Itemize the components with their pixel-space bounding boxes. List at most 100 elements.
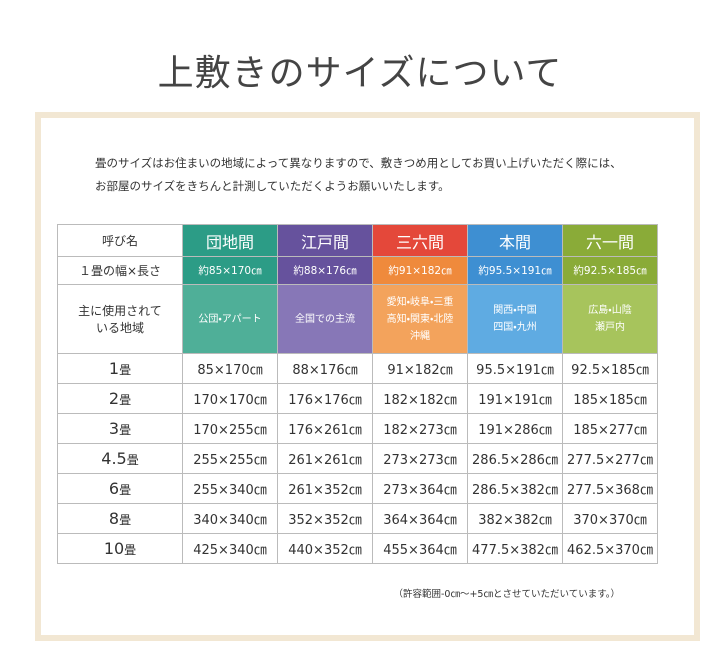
row-label: 主に使用されて いる地域 xyxy=(57,284,183,354)
tatami-unit: 畳 xyxy=(119,363,132,377)
size-cell: 約92.5×185㎝ xyxy=(562,256,658,285)
region-cell: 関西・中国四国・九州 xyxy=(467,284,563,354)
tatami-count: 4.5畳 xyxy=(57,443,183,474)
size-data-row: 1畳 85×170㎝ 88×176㎝ 91×182㎝ 95.5×191㎝ 92.5×185… xyxy=(57,353,658,384)
region-cell: 広島・山陰 瀬戸内 xyxy=(562,284,658,354)
dimension-cell: 477.5×382㎝ xyxy=(467,533,563,564)
intro-line: 畳のサイズはお住まいの地域によって異なりますので、敷きつめ用としてお買い上げいた… xyxy=(95,156,622,170)
dimension-cell: 191×191㎝ xyxy=(467,383,563,414)
tatami-unit: 畳 xyxy=(119,423,132,437)
size-data-row: 4.5畳 255×255㎝ 261×261㎝ 273×273㎝ 286.5×286㎝ 27… xyxy=(57,443,658,474)
size-table: 呼び名 団地間 江戸間 三六間 本間 六一間 １畳の幅×長さ 約85×170㎝ 約88×176㎝… xyxy=(57,224,658,564)
column-header: 江戸間 xyxy=(277,224,373,257)
row-label: 呼び名 xyxy=(57,224,183,257)
dimension-cell: 176×261㎝ xyxy=(277,413,373,444)
region-line: 沖縄 xyxy=(410,330,430,342)
tatami-count: 3畳 xyxy=(57,413,183,444)
dimension-cell: 340×340㎝ xyxy=(182,503,278,534)
column-header: 六一間 xyxy=(562,224,658,257)
tatami-unit: 畳 xyxy=(124,543,137,557)
column-header: 本間 xyxy=(467,224,563,257)
dimension-cell: 185×277㎝ xyxy=(562,413,658,444)
dimension-cell: 352×352㎝ xyxy=(277,503,373,534)
dimension-cell: 95.5×191㎝ xyxy=(467,353,563,384)
tatami-number: 10 xyxy=(103,539,125,558)
dimension-cell: 170×255㎝ xyxy=(182,413,278,444)
footnote: （許容範囲-0㎝～+5㎝とさせていただいています。） xyxy=(393,589,621,600)
size-data-row: 8畳 340×340㎝ 352×352㎝ 364×364㎝ 382×382㎝ 370×37… xyxy=(57,503,658,534)
dimension-cell: 455×364㎝ xyxy=(372,533,468,564)
size-data-row: 3畳 170×255㎝ 176×261㎝ 182×273㎝ 191×286㎝ 185×27… xyxy=(57,413,658,444)
dimension-cell: 277.5×368㎝ xyxy=(562,473,658,504)
size-data-row: 6畳 255×340㎝ 261×352㎝ 273×364㎝ 286.5×382㎝ 277.… xyxy=(57,473,658,504)
region-line: 全国での主流 xyxy=(295,313,355,325)
size-cell: 約91×182㎝ xyxy=(372,256,468,285)
page-title: 上敷きのサイズについて xyxy=(157,53,563,94)
dimension-cell: 277.5×277㎝ xyxy=(562,443,658,474)
tatami-number: 4.5 xyxy=(101,449,127,468)
dimension-cell: 170×170㎝ xyxy=(182,383,278,414)
dimension-cell: 182×273㎝ xyxy=(372,413,468,444)
tatami-count: 10畳 xyxy=(57,533,183,564)
tatami-unit: 畳 xyxy=(119,393,132,407)
table-body: 呼び名 団地間 江戸間 三六間 本間 六一間 １畳の幅×長さ 約85×170㎝ 約88×176㎝… xyxy=(57,224,658,564)
size-row: １畳の幅×長さ 約85×170㎝ 約88×176㎝ 約91×182㎝ 約95.5×191… xyxy=(57,256,658,285)
tatami-number: 6 xyxy=(108,479,120,498)
tatami-count: 2畳 xyxy=(57,383,183,414)
tatami-count: 1畳 xyxy=(57,353,183,384)
dimension-cell: 85×170㎝ xyxy=(182,353,278,384)
dimension-cell: 191×286㎝ xyxy=(467,413,563,444)
dimension-cell: 440×352㎝ xyxy=(277,533,373,564)
dimension-cell: 273×273㎝ xyxy=(372,443,468,474)
region-cell: 公団・アパート xyxy=(182,284,278,354)
tatami-number: 3 xyxy=(108,419,120,438)
dimension-cell: 182×182㎝ xyxy=(372,383,468,414)
size-data-row: 10畳 425×340㎝ 440×352㎝ 455×364㎝ 477.5×382㎝ 462… xyxy=(57,533,658,564)
column-header: 三六間 xyxy=(372,224,468,257)
dimension-cell: 286.5×286㎝ xyxy=(467,443,563,474)
dimension-cell: 176×176㎝ xyxy=(277,383,373,414)
intro: 畳のサイズはお住まいの地域によって異なりますので、敷きつめ用としてお買い上げいた… xyxy=(95,152,622,198)
size-data-row: 2畳 170×170㎝ 176×176㎝ 182×182㎝ 191×191㎝ 185×18… xyxy=(57,383,658,414)
dimension-cell: 370×370㎝ xyxy=(562,503,658,534)
dimension-cell: 261×352㎝ xyxy=(277,473,373,504)
dimension-cell: 255×255㎝ xyxy=(182,443,278,474)
region-cell: 愛知・岐阜・三重 高知・関東・北陸 沖縄 xyxy=(372,284,468,354)
dimension-cell: 286.5×382㎝ xyxy=(467,473,563,504)
tatami-unit: 畳 xyxy=(126,453,139,467)
dimension-cell: 382×382㎝ xyxy=(467,503,563,534)
region-line: 四国・九州 xyxy=(493,322,537,333)
row-label: １畳の幅×長さ xyxy=(57,256,183,285)
size-cell: 約95.5×191㎝ xyxy=(467,256,563,285)
label-line: いる地域 xyxy=(95,321,144,335)
tatami-unit: 畳 xyxy=(119,513,132,527)
dimension-cell: 91×182㎝ xyxy=(372,353,468,384)
dimension-cell: 88×176㎝ xyxy=(277,353,373,384)
tatami-number: 1 xyxy=(108,359,120,378)
dimension-cell: 425×340㎝ xyxy=(182,533,278,564)
frame xyxy=(35,112,700,641)
dimension-cell: 273×364㎝ xyxy=(372,473,468,504)
region-line: 関西・中国 xyxy=(493,305,537,316)
dimension-cell: 462.5×370㎝ xyxy=(562,533,658,564)
region-line: 高知・関東・北陸 xyxy=(386,313,454,325)
dimension-cell: 364×364㎝ xyxy=(372,503,468,534)
tatami-count: 6畳 xyxy=(57,473,183,504)
region-line: 広島・山陰 xyxy=(588,305,632,316)
column-header: 団地間 xyxy=(182,224,278,257)
region-line: 公団・アパート xyxy=(198,313,262,325)
size-cell: 約88×176㎝ xyxy=(277,256,373,285)
region-line: 瀬戸内 xyxy=(595,322,625,333)
region-cell: 全国での主流 xyxy=(277,284,373,354)
intro-line: お部屋のサイズをきちんと計測していただくようお願いいたします。 xyxy=(95,179,450,193)
header-row: 呼び名 団地間 江戸間 三六間 本間 六一間 xyxy=(57,224,658,257)
label-line: 主に使用されて xyxy=(78,304,162,318)
size-cell: 約85×170㎝ xyxy=(182,256,278,285)
tatami-number: 2 xyxy=(108,389,120,408)
tatami-count: 8畳 xyxy=(57,503,183,534)
dimension-cell: 255×340㎝ xyxy=(182,473,278,504)
dimension-cell: 92.5×185㎝ xyxy=(562,353,658,384)
tatami-unit: 畳 xyxy=(119,483,132,497)
region-line: 愛知・岐阜・三重 xyxy=(386,296,454,308)
